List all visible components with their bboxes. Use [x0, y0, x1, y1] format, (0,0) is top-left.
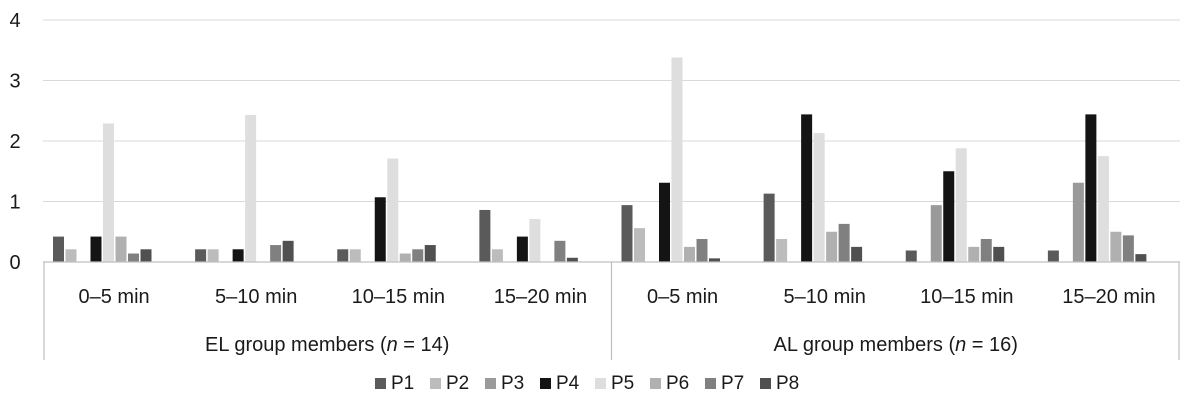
- bar-p5-5: [813, 133, 825, 262]
- legend-label-p3: P3: [501, 373, 524, 394]
- legend-swatch-p2: [430, 378, 441, 389]
- bar-p6-5: [826, 231, 838, 262]
- bar-p5-2: [387, 158, 399, 262]
- gridlines: [43, 19, 1180, 202]
- bar-p7-7: [1122, 235, 1134, 262]
- bar-p6-4: [684, 246, 695, 262]
- bar-p1-0: [53, 236, 64, 262]
- y-tick-label: 0: [9, 252, 20, 274]
- bars: [53, 57, 1147, 263]
- bar-p5-1: [245, 114, 257, 262]
- bar-p5-0: [103, 123, 114, 262]
- bar-p2-5: [776, 239, 788, 262]
- bar-p8-7: [1135, 254, 1147, 262]
- bar-p8-4: [709, 258, 720, 262]
- bar-p7-5: [838, 223, 850, 262]
- x-category-label: 0–5 min: [78, 286, 149, 308]
- legend-swatch-p8: [760, 378, 771, 389]
- bar-p1-4: [621, 205, 633, 262]
- bar-p4-5: [801, 114, 813, 262]
- bar-p6-2: [399, 253, 411, 262]
- bar-p7-1: [270, 245, 282, 262]
- legend: P1 P2 P3 P4 P5 P6 P7 P8: [375, 373, 799, 394]
- bar-p7-0: [128, 253, 139, 262]
- legend-label-p2: P2: [446, 373, 469, 394]
- legend-label-p5: P5: [611, 373, 634, 394]
- bar-p4-2: [374, 197, 386, 262]
- bar-p3-6: [930, 205, 942, 262]
- bar-p1-1: [195, 249, 207, 262]
- legend-swatch-p7: [705, 378, 716, 389]
- legend-swatch-p3: [485, 378, 496, 389]
- bar-p6-7: [1110, 231, 1122, 262]
- group-label: EL group members (n = 14): [205, 334, 449, 356]
- bar-p2-4: [634, 228, 645, 262]
- x-category-label: 10–15 min: [920, 286, 1013, 308]
- bar-p1-2: [337, 249, 349, 262]
- bar-p6-0: [115, 236, 127, 262]
- labels: 0–5 min 5–10 min 10–15 min 15–20 min 0–5 min…: [78, 286, 1155, 356]
- legend-label-p4: P4: [556, 373, 580, 394]
- bar-p8-5: [851, 246, 863, 262]
- bar-p4-3: [516, 236, 528, 262]
- legend-label-p1: P1: [391, 373, 414, 394]
- bar-p4-1: [232, 249, 244, 262]
- bar-p1-6: [905, 250, 917, 262]
- legend-swatch-p4: [540, 378, 551, 389]
- bar-p1-3: [479, 209, 491, 262]
- bar-p5-6: [955, 148, 967, 262]
- bar-p5-4: [671, 57, 683, 263]
- bar-p5-3: [529, 219, 541, 262]
- x-category-label: 15–20 min: [1062, 286, 1155, 308]
- bar-p8-2: [424, 245, 436, 262]
- bar-p4-6: [943, 171, 955, 262]
- bar-p5-7: [1097, 156, 1109, 262]
- legend-swatch-p6: [650, 378, 661, 389]
- bar-p1-7: [1047, 250, 1059, 262]
- bar-p8-3: [566, 257, 578, 262]
- legend-label-p7: P7: [721, 373, 744, 394]
- legend-label-p8: P8: [776, 373, 799, 394]
- bar-p3-7: [1072, 182, 1084, 262]
- bar-p2-3: [491, 249, 503, 262]
- bar-p4-0: [90, 236, 102, 262]
- legend-swatch-p5: [595, 378, 606, 389]
- x-category-label: 5–10 min: [215, 286, 297, 308]
- group-label: AL group members (n = 16): [774, 334, 1018, 356]
- y-tick-label: 3: [9, 71, 20, 93]
- axes: 0 1 2 3 4: [9, 10, 1180, 360]
- bar-p4-4: [659, 182, 670, 262]
- bar-p8-1: [282, 240, 294, 262]
- x-category-label: 10–15 min: [352, 286, 445, 308]
- legend-label-p6: P6: [666, 373, 689, 394]
- bar-p2-1: [207, 249, 219, 262]
- x-category-label: 15–20 min: [494, 286, 587, 308]
- bar-p8-0: [140, 249, 152, 262]
- bar-p2-2: [349, 249, 361, 262]
- bar-p7-4: [696, 239, 708, 262]
- y-tick-label: 2: [9, 131, 20, 153]
- y-tick-label: 4: [9, 10, 20, 32]
- bar-p7-2: [412, 249, 424, 262]
- legend-swatch-p1: [375, 378, 386, 389]
- y-tick-label: 1: [9, 192, 20, 214]
- bar-p7-3: [554, 240, 566, 262]
- bar-p2-0: [65, 249, 77, 262]
- x-category-label: 0–5 min: [647, 286, 718, 308]
- bar-p1-5: [763, 193, 775, 262]
- bar-p7-6: [980, 239, 992, 262]
- bar-p6-6: [968, 246, 980, 262]
- bar-p8-6: [993, 246, 1005, 262]
- bar-p4-7: [1085, 114, 1097, 262]
- x-category-label: 5–10 min: [784, 286, 866, 308]
